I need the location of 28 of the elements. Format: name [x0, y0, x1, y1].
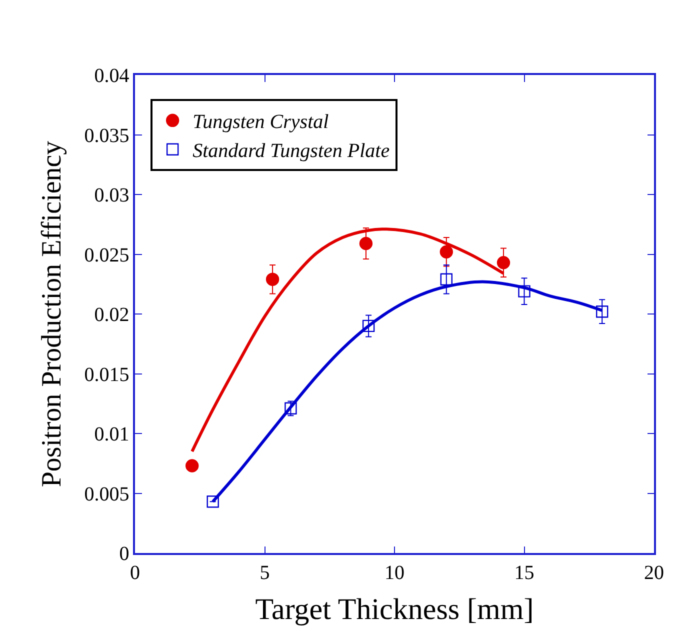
point — [362, 320, 375, 332]
y-tick-label: 0.005 — [84, 483, 130, 506]
point — [359, 236, 373, 250]
y-tick-label: 0.02 — [94, 304, 130, 326]
point — [284, 402, 297, 415]
x-tick-label: 10 — [384, 562, 404, 584]
y-axis-title: Positron Production Efficiency — [36, 140, 68, 488]
y-tick-label: 0.015 — [84, 364, 130, 386]
point — [496, 256, 510, 270]
point — [440, 273, 452, 286]
point — [266, 272, 280, 286]
point — [440, 245, 453, 258]
y-tick-label: 0.04 — [94, 65, 130, 87]
point — [596, 306, 608, 318]
y-tick-label: 0.025 — [84, 244, 130, 266]
x-tick-label: 5 — [260, 562, 270, 584]
y-tick-label: 0.03 — [94, 184, 130, 206]
y-tick-label: 0.01 — [94, 424, 130, 446]
point — [185, 459, 199, 472]
legend-label: Standard Tungsten Plate — [192, 140, 390, 162]
point — [518, 285, 530, 298]
x-tick-label: 20 — [644, 562, 664, 584]
y-tick-label: 0 — [119, 543, 130, 565]
legend-label: Tungsten Crystal — [192, 111, 330, 134]
point — [206, 496, 219, 508]
x-tick-label: 15 — [514, 562, 534, 584]
y-tick-label: 0.035 — [84, 124, 130, 147]
x-axis-title: Target Thickness [mm] — [255, 592, 534, 626]
